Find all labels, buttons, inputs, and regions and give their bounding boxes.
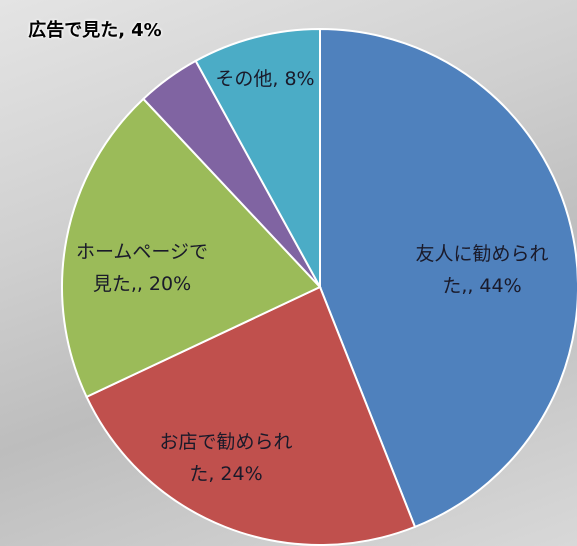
category-label: その他, [215, 68, 279, 90]
category-label: 友人に勧められた,, [415, 243, 549, 297]
value-label: 44% [479, 275, 522, 297]
pie-slice [194, 27, 321, 288]
data-label: その他, 8% [210, 63, 320, 95]
category-label: お店で勧められた, [159, 431, 293, 485]
data-label: 友人に勧められた,, 44% [412, 238, 552, 302]
category-label: ホームページで見た,, [75, 241, 209, 295]
pie-slice [61, 97, 322, 399]
data-label: お店で勧められた, 24% [156, 426, 296, 490]
pie-slice [319, 27, 577, 529]
value-label: 8% [284, 68, 315, 90]
data-label: 広告で見た, 4% [20, 18, 170, 44]
category-label: 広告で見た, [28, 20, 126, 41]
value-label: 20% [148, 273, 192, 295]
pie-slice [85, 285, 417, 546]
value-label: 24% [220, 463, 263, 485]
data-label: ホームページで見た,, 20% [72, 236, 212, 300]
value-label: 4% [131, 20, 162, 41]
